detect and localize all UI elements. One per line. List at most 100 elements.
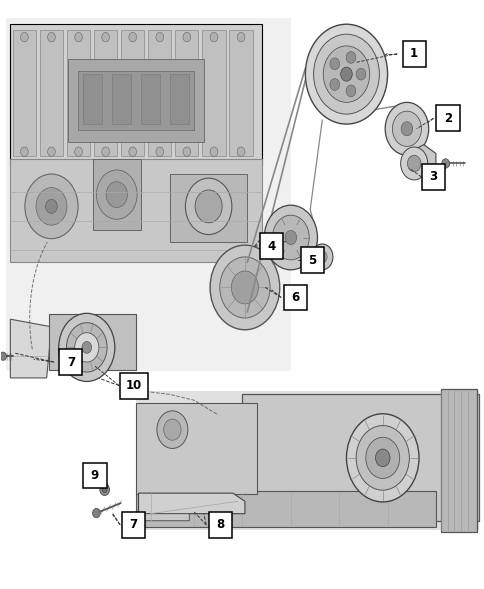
Bar (141, 74, 160, 124)
Circle shape (75, 32, 82, 42)
Bar (68, 59, 203, 142)
FancyBboxPatch shape (259, 233, 283, 259)
FancyBboxPatch shape (120, 373, 148, 399)
Text: 1: 1 (409, 47, 417, 60)
Bar (10, 160, 261, 262)
Bar (40, 30, 63, 157)
Circle shape (313, 34, 378, 114)
Circle shape (365, 437, 399, 478)
Bar (10, 24, 261, 166)
Circle shape (96, 170, 137, 219)
Circle shape (329, 78, 339, 90)
Bar (78, 71, 194, 130)
Bar (94, 30, 117, 157)
Circle shape (82, 342, 91, 353)
Circle shape (237, 147, 244, 157)
FancyBboxPatch shape (436, 105, 459, 131)
Circle shape (59, 313, 115, 382)
Circle shape (102, 32, 109, 42)
Circle shape (305, 24, 387, 124)
Polygon shape (138, 493, 244, 514)
FancyBboxPatch shape (122, 512, 145, 538)
Circle shape (45, 199, 57, 213)
Circle shape (47, 32, 55, 42)
Circle shape (237, 32, 244, 42)
Circle shape (346, 51, 355, 63)
Polygon shape (136, 392, 479, 530)
Text: 3: 3 (428, 170, 437, 184)
Circle shape (185, 178, 231, 234)
Circle shape (210, 32, 217, 42)
Bar (440, 389, 476, 532)
FancyBboxPatch shape (284, 284, 307, 310)
Polygon shape (406, 145, 435, 177)
Circle shape (157, 411, 187, 448)
Text: 2: 2 (443, 112, 451, 125)
Circle shape (317, 251, 326, 263)
Circle shape (384, 102, 428, 155)
Circle shape (182, 32, 190, 42)
Circle shape (75, 147, 82, 157)
Text: 5: 5 (308, 254, 316, 267)
Circle shape (346, 85, 355, 97)
Circle shape (156, 32, 163, 42)
Bar (92, 160, 141, 230)
Bar (175, 30, 198, 157)
Bar (169, 74, 189, 124)
FancyBboxPatch shape (402, 41, 425, 67)
FancyBboxPatch shape (209, 512, 232, 538)
Polygon shape (5, 18, 290, 371)
Circle shape (195, 190, 222, 223)
Circle shape (441, 159, 449, 168)
Circle shape (400, 147, 427, 180)
Circle shape (355, 425, 408, 490)
Circle shape (264, 205, 317, 270)
FancyBboxPatch shape (59, 349, 82, 375)
Circle shape (156, 147, 163, 157)
Circle shape (66, 323, 107, 372)
FancyBboxPatch shape (83, 462, 106, 488)
Circle shape (92, 508, 100, 518)
Circle shape (102, 147, 109, 157)
Text: 10: 10 (125, 379, 141, 392)
Bar (112, 74, 131, 124)
Circle shape (323, 46, 369, 102)
Circle shape (106, 181, 127, 207)
Circle shape (400, 122, 412, 136)
FancyBboxPatch shape (301, 247, 324, 273)
Bar (67, 30, 90, 157)
Circle shape (407, 155, 420, 171)
Bar (13, 30, 36, 157)
Bar (202, 30, 225, 157)
Polygon shape (10, 319, 51, 378)
Circle shape (285, 230, 296, 244)
Bar (242, 395, 479, 521)
Circle shape (182, 147, 190, 157)
Circle shape (36, 187, 67, 225)
Text: 7: 7 (67, 356, 75, 369)
Bar (148, 30, 171, 157)
Circle shape (219, 257, 270, 318)
Circle shape (375, 449, 389, 466)
Circle shape (0, 352, 6, 360)
Circle shape (210, 245, 279, 330)
Circle shape (129, 147, 136, 157)
Circle shape (311, 244, 332, 270)
Bar (229, 30, 252, 157)
FancyBboxPatch shape (421, 164, 444, 190)
Circle shape (340, 67, 351, 81)
Bar (49, 314, 136, 370)
Text: 6: 6 (291, 291, 299, 304)
Text: 4: 4 (267, 240, 275, 253)
Circle shape (20, 147, 28, 157)
Polygon shape (138, 514, 189, 521)
Bar (136, 403, 257, 494)
Circle shape (231, 271, 258, 304)
Circle shape (329, 58, 339, 70)
Circle shape (210, 147, 217, 157)
Circle shape (20, 32, 28, 42)
Circle shape (47, 147, 55, 157)
Bar (169, 174, 247, 241)
Circle shape (163, 419, 181, 440)
Circle shape (129, 32, 136, 42)
